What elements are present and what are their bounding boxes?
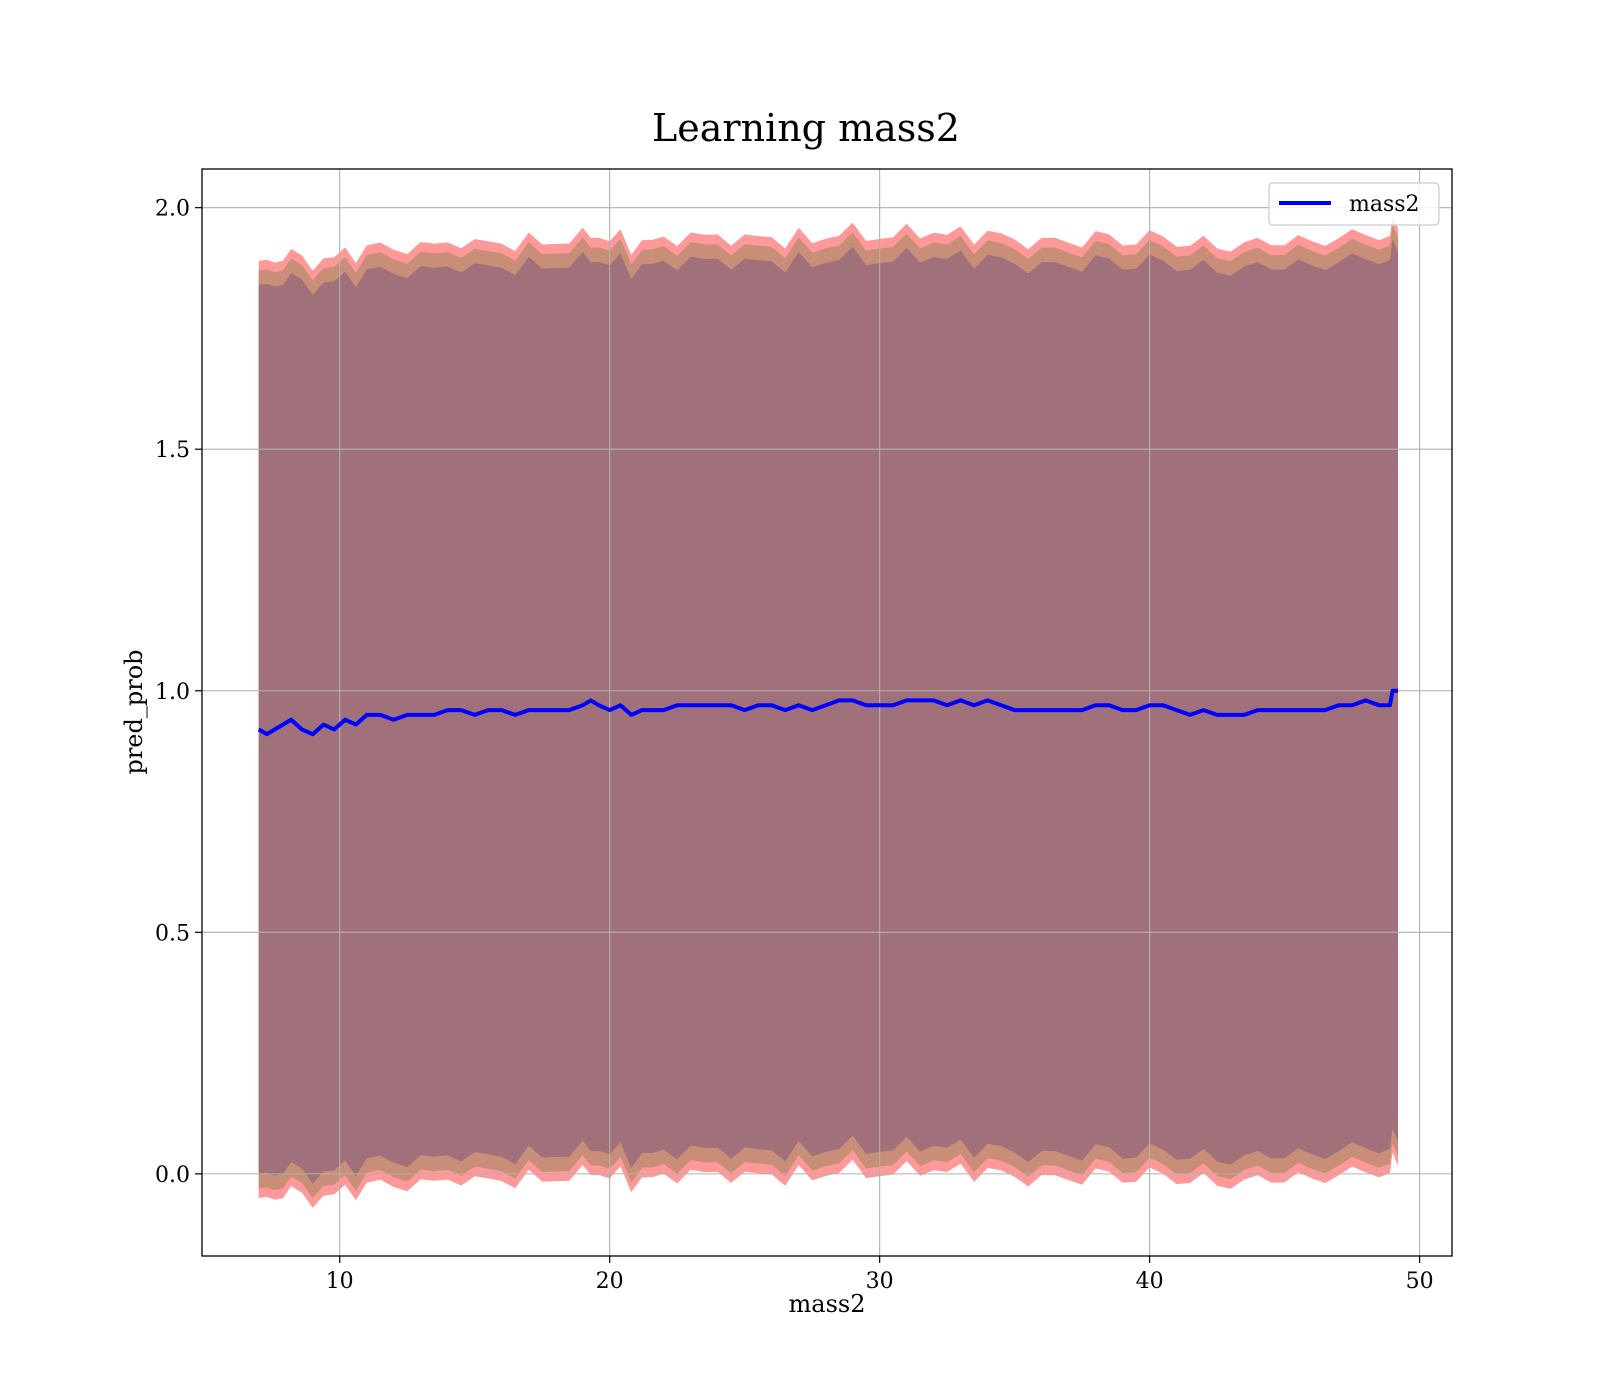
x-tick-label-4: 50 [1406,1269,1434,1294]
legend-box [1268,182,1440,226]
x-tick-label-0: 10 [326,1269,354,1294]
series-layer [257,688,1398,737]
x-axis-ticks: 10 20 30 40 50 [326,1256,1434,1294]
x-tick-label-1: 20 [596,1269,624,1294]
y-tick-label-0: 0.0 [155,1163,190,1188]
series-line-mass2 [257,688,1398,737]
plot-area [201,168,1453,1257]
legend: mass2 [1268,182,1440,226]
chart-title: Learning mass2 [652,106,960,150]
grid-lines [202,169,1452,1256]
x-tick-label-2: 30 [866,1269,894,1294]
confidence-bands [258,215,1399,1208]
y-tick-label-1: 0.5 [155,921,190,946]
y-axis-ticks: 0.0 0.5 1.0 1.5 2.0 [155,197,202,1188]
band-inner [258,239,1399,1184]
y-tick-label-4: 2.0 [155,197,190,222]
plot-frame [201,168,1453,1257]
y-tick-label-2: 1.0 [155,680,190,705]
y-tick-label-3: 1.5 [155,438,190,463]
x-tick-label-3: 40 [1136,1269,1164,1294]
legend-entry-mass2: mass2 [1349,192,1420,217]
x-axis-label: mass2 [789,1290,866,1318]
y-axis-label: pred_prob [120,649,148,774]
